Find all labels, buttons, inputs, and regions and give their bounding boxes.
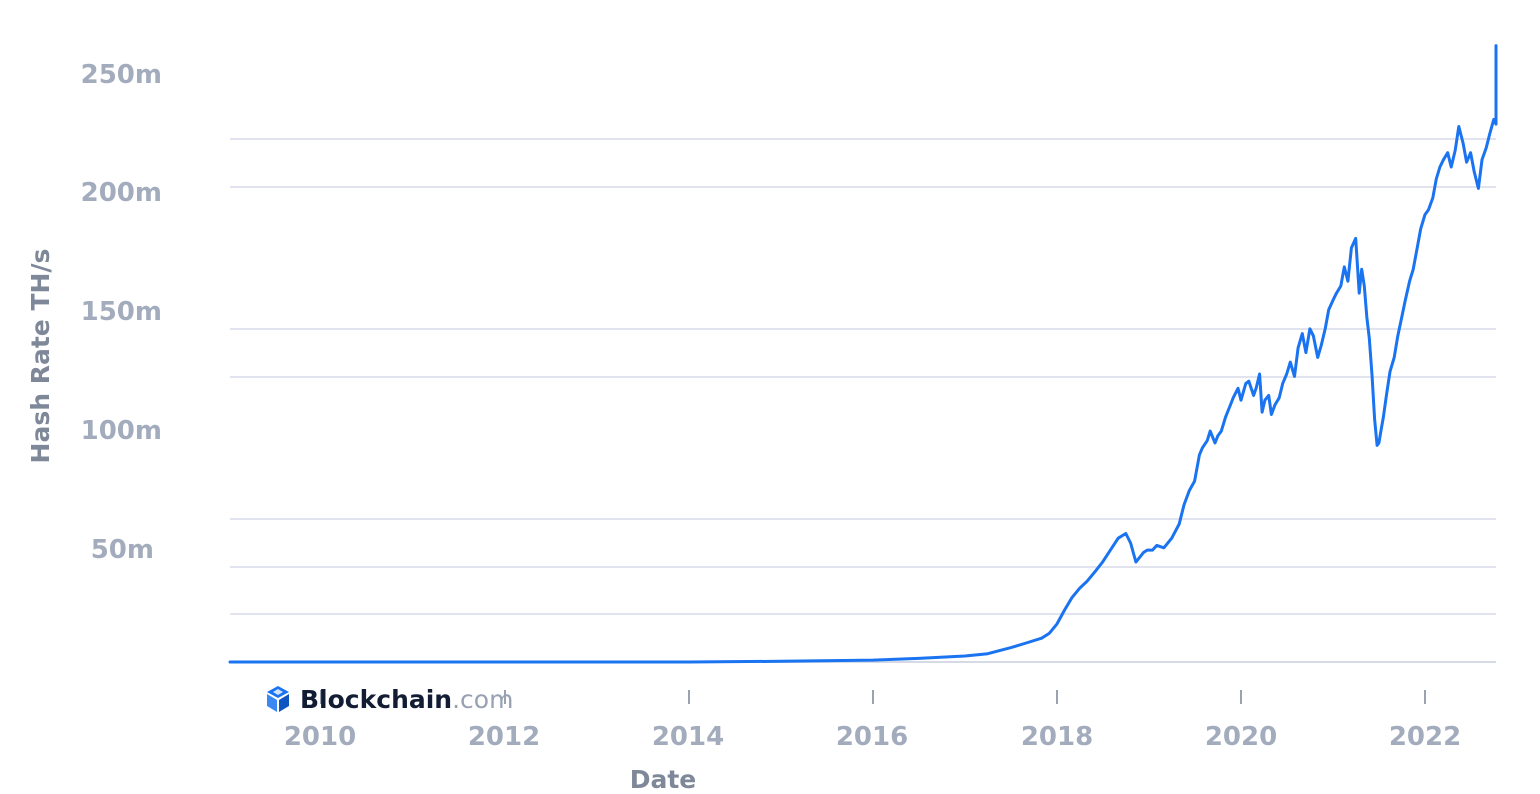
x-tick-label: 2018 <box>1021 722 1093 752</box>
y-tick-label: 100m <box>81 416 162 446</box>
y-tick-label: 200m <box>81 178 162 208</box>
blockchain-wordmark: Blockchain.com <box>300 685 513 714</box>
x-axis-tickmarks <box>320 690 1426 704</box>
x-tick-label: 2012 <box>468 722 540 752</box>
x-axis-ticks: 2010 2012 2014 2016 2018 2020 2022 <box>284 722 1461 752</box>
blockchain-cube-icon <box>267 686 289 712</box>
gridlines <box>230 138 1496 615</box>
brand-name-bold: Blockchain <box>300 685 452 714</box>
series-line-hash-rate <box>228 44 1498 664</box>
x-tick-label: 2010 <box>284 722 356 752</box>
x-tick-label: 2020 <box>1205 722 1277 752</box>
blockchain-logo: Blockchain.com <box>267 685 513 714</box>
x-axis-title: Date <box>630 765 697 794</box>
x-tick-label: 2014 <box>652 722 724 752</box>
x-tick-label: 2016 <box>836 722 908 752</box>
y-axis-title: Hash Rate TH/s <box>26 249 55 464</box>
y-tick-label: 150m <box>81 297 162 327</box>
y-axis-ticks: 250m 200m 150m 100m 50m <box>81 60 162 565</box>
y-tick-label: 250m <box>81 60 162 90</box>
x-tick-label: 2022 <box>1389 722 1461 752</box>
brand-name-light: .com <box>452 685 513 714</box>
y-tick-label: 50m <box>91 535 154 565</box>
